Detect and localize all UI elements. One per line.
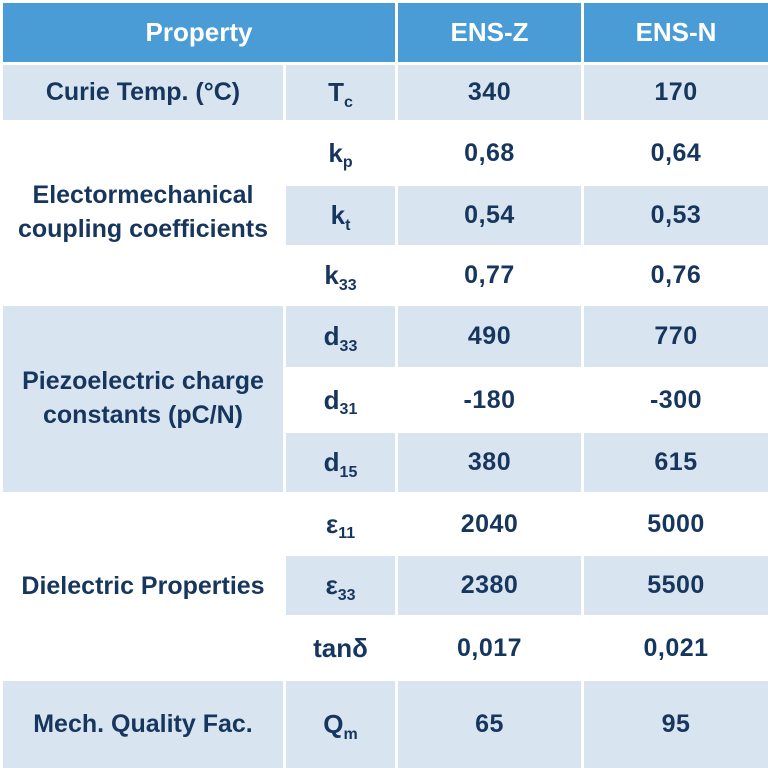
symbol-sub: t <box>345 216 351 234</box>
value-ensz-eps11: 2040 <box>395 492 585 556</box>
value-ensz-d31: -180 <box>395 367 585 433</box>
symbol-sub: 33 <box>339 337 358 355</box>
value-ensn-kt: 0,53 <box>581 183 768 248</box>
table-row: Electormechanical coupling coefficients … <box>0 120 768 306</box>
value-ensz-kt: 0,54 <box>395 183 585 248</box>
value-ensz-Tc: 340 <box>395 62 585 123</box>
value-ensn-d33: 770 <box>581 303 768 370</box>
value-ensn-eps33: 5500 <box>581 553 768 618</box>
symbol-sub: 33 <box>338 276 357 294</box>
symbol-sub: p <box>342 154 353 172</box>
symbol-base: ε <box>325 508 339 539</box>
header-row: Property ENS-Z ENS-N <box>0 0 768 65</box>
symbol-base: d <box>323 447 340 477</box>
symbol-sub: m <box>343 725 358 743</box>
symbol-base: k <box>328 137 343 168</box>
symbol-sub: 33 <box>337 586 356 604</box>
value-ensz-kp: 0,68 <box>395 120 585 186</box>
table-row: ε33 2380 5500 <box>2 553 768 618</box>
value-ensn-tand: 0,021 <box>581 615 768 681</box>
symbol-sub: c <box>344 93 353 111</box>
symbol-base: Q <box>323 709 344 739</box>
value-ensz-k33: 0,77 <box>395 245 585 306</box>
property-cell-charge-constants: Piezoelectric charge constants (pC/N) <box>0 303 286 495</box>
table-row: k33 0,77 0,76 <box>2 245 768 306</box>
value-ensn-k33: 0,76 <box>581 245 768 306</box>
property-cell-coupling-coefficients: Electormechanical coupling coefficients <box>0 120 286 306</box>
symbol-base: T <box>328 77 344 107</box>
value-ensz-eps33: 2380 <box>395 553 585 618</box>
value-ensz-tand: 0,017 <box>395 615 585 681</box>
symbol-cell-Tc: Tc <box>282 62 399 123</box>
value-ensn-Qm: 95 <box>581 678 768 768</box>
property-cell-curie-temp: Curie Temp. (°C) <box>0 62 286 123</box>
symbol-cell-eps11: ε11 <box>282 492 399 556</box>
property-cell-mech-quality: Mech. Quality Fac. <box>0 678 286 768</box>
table-row: Dielectric Properties ε11 2040 5000 <box>0 492 768 681</box>
value-ensn-d31: -300 <box>581 367 768 433</box>
table-row: Piezoelectric charge constants (pC/N) d3… <box>0 303 768 495</box>
symbol-cell-Qm: Qm <box>282 678 399 768</box>
table-row: tanδ 0,017 0,021 <box>2 615 768 681</box>
symbol-sub: 31 <box>339 401 358 419</box>
header-ens-z: ENS-Z <box>395 0 585 65</box>
header-ens-n: ENS-N <box>581 0 768 65</box>
symbol-cell-k33: k33 <box>282 245 399 306</box>
value-ensn-Tc: 170 <box>581 62 768 123</box>
symbol-cell-eps33: ε33 <box>282 553 399 618</box>
value-ensn-kp: 0,64 <box>581 120 768 186</box>
symbol-base: ε <box>325 570 338 600</box>
symbol-cell-kt: kt <box>282 183 399 248</box>
symbol-base: tanδ <box>313 632 368 663</box>
symbol-cell-kp: kp <box>282 120 399 186</box>
table-row: Mech. Quality Fac. Qm 65 95 <box>0 678 768 768</box>
property-cell-dielectric: Dielectric Properties <box>0 492 286 681</box>
symbol-base: d <box>323 321 340 351</box>
symbol-cell-tand: tanδ <box>282 615 399 681</box>
table-row: Curie Temp. (°C) Tc 340 170 <box>0 62 768 123</box>
symbol-sub: 11 <box>338 525 356 543</box>
value-ensz-Qm: 65 <box>395 678 585 768</box>
table-row: d15 380 615 <box>2 430 768 495</box>
header-property: Property <box>0 0 399 65</box>
value-ensz-d15: 380 <box>395 430 585 495</box>
symbol-base: d <box>323 384 340 415</box>
table-row: d31 -180 -300 <box>2 367 768 433</box>
symbol-cell-d31: d31 <box>282 367 399 433</box>
value-ensn-d15: 615 <box>581 430 768 495</box>
value-ensn-eps11: 5000 <box>581 492 768 556</box>
table-row: kt 0,54 0,53 <box>2 183 768 248</box>
symbol-cell-d15: d15 <box>282 430 399 495</box>
symbol-cell-d33: d33 <box>282 303 399 370</box>
value-ensz-d33: 490 <box>395 303 585 370</box>
symbol-base: k <box>330 200 346 230</box>
symbol-base: k <box>324 260 339 290</box>
symbol-sub: 15 <box>339 463 358 481</box>
